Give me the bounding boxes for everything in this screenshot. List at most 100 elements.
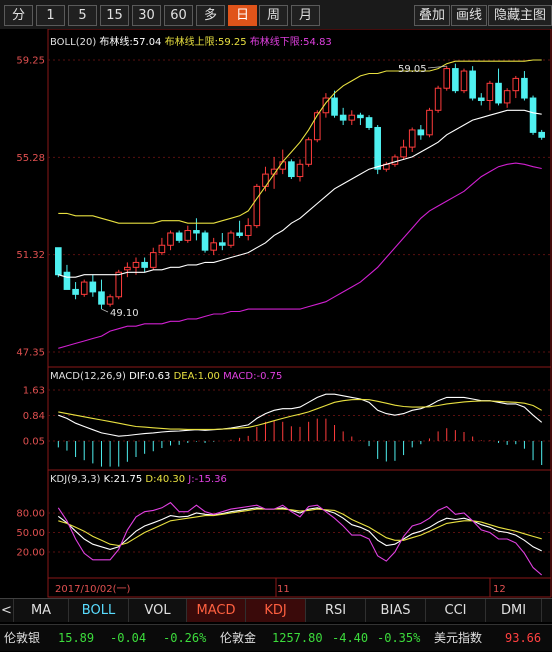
kline-chart[interactable]: 59.25 55.28 51.32 47.35 1.63 0.84 0.05 80.00 50.…	[0, 29, 552, 598]
low-annotation-arrow	[101, 308, 109, 313]
candle-body	[288, 161, 295, 178]
candle-body	[417, 129, 425, 136]
boll-upper-value: 布林线上限:59.25	[164, 37, 247, 48]
kdj-header: KDJ(9,3,3) K:21.75 D:40.30 J:-15.36	[50, 474, 227, 485]
candle-body	[400, 146, 407, 158]
boll-lower-line	[58, 162, 542, 349]
candle-body	[339, 114, 347, 121]
candle-body	[426, 109, 433, 136]
quote-ticker: 伦敦银 15.89 -0.04 -0.26% 伦敦金 1257.80 -4.40…	[0, 624, 552, 651]
boll-mid-value: 布林线:57.04	[99, 37, 162, 48]
kdj-name: KDJ(9,3,3)	[50, 474, 101, 485]
kdj-axis-label: 20.00	[16, 548, 45, 559]
candle-body	[357, 114, 364, 119]
candle-body	[89, 281, 97, 293]
ticker-gold-percent: -0.35%	[377, 631, 421, 645]
tab-cci[interactable]: CCI	[426, 599, 486, 622]
candle-body	[141, 261, 148, 268]
price-axis-label: 59.25	[16, 56, 45, 67]
kdj-d-line	[58, 508, 542, 547]
ticker-silver-change: -0.04	[110, 631, 147, 645]
macd-axis-label: 0.05	[23, 437, 45, 448]
kdj-j-value: J:-15.36	[188, 474, 227, 485]
candle-body	[408, 129, 416, 148]
candle-body	[98, 291, 105, 305]
candle-body	[322, 97, 330, 114]
ticker-silver-price: 15.89	[58, 631, 95, 645]
period-button-day[interactable]: 日	[228, 5, 257, 26]
macd-dea-value: DEA:1.00	[173, 371, 220, 382]
macd-name: MACD(12,26,9)	[50, 371, 126, 382]
ticker-gold-price: 1257.80	[272, 631, 323, 645]
macd-axis-label: 0.84	[23, 411, 45, 422]
period-button-30min[interactable]: 30	[132, 5, 161, 26]
kdj-d-value: D:40.30	[145, 474, 186, 485]
candle-body	[219, 242, 226, 246]
candle-body	[184, 230, 192, 241]
tab-kdj[interactable]: KDJ	[246, 599, 306, 622]
tabs-scroll-left-button[interactable]: <	[0, 599, 14, 622]
ticker-gold-change: -4.40	[332, 631, 369, 645]
ticker-silver-name[interactable]: 伦敦银	[4, 631, 41, 645]
candle-body	[486, 82, 494, 101]
candle-body	[391, 156, 399, 165]
kdj-j-line	[57, 501, 543, 576]
high-annotation-arrow	[427, 65, 447, 69]
hide-main-chart-button[interactable]: 隐藏主图	[488, 5, 552, 26]
ticker-usd-index-price: 93.66	[505, 631, 542, 645]
indicator-tabs: < MA BOLL VOL MACD KDJ RSI BIAS CCI DMI	[0, 598, 552, 622]
tab-bias[interactable]: BIAS	[366, 599, 426, 622]
low-price-annotation: 49.10	[110, 308, 139, 319]
date-axis-start: 2017/10/02(一)	[55, 584, 131, 595]
date-axis-dec: 12	[493, 584, 506, 595]
period-button-5min[interactable]: 5	[68, 5, 97, 26]
boll-upper-line	[58, 59, 542, 224]
kdj-axis-label: 80.00	[16, 509, 45, 520]
candle-body	[124, 266, 131, 271]
macd-dif-line	[58, 393, 543, 437]
boll-mid-line	[58, 109, 542, 278]
candle-body	[452, 68, 459, 92]
overlay-button[interactable]: 叠加	[414, 5, 450, 26]
period-button-minute[interactable]: 分	[4, 5, 33, 26]
tab-boll[interactable]: BOLL	[69, 599, 129, 622]
draw-line-button[interactable]: 画线	[451, 5, 487, 26]
date-axis-nov: 11	[277, 584, 290, 595]
period-button-multi[interactable]: 多	[196, 5, 225, 26]
period-button-60min[interactable]: 60	[164, 5, 193, 26]
candle-body	[521, 77, 528, 99]
candle-body	[512, 77, 520, 92]
tab-rsi[interactable]: RSI	[306, 599, 366, 622]
period-button-1min[interactable]: 1	[36, 5, 65, 26]
candle-body	[529, 97, 537, 133]
candle-body	[253, 185, 261, 227]
tab-ma[interactable]: MA	[14, 599, 69, 622]
period-button-15min[interactable]: 15	[100, 5, 129, 26]
candle-body	[106, 296, 114, 305]
ticker-gold-name[interactable]: 伦敦金	[220, 631, 257, 645]
period-button-month[interactable]: 月	[291, 5, 320, 26]
tab-vol[interactable]: VOL	[129, 599, 187, 622]
tab-dmi[interactable]: DMI	[486, 599, 542, 622]
tab-macd[interactable]: MACD	[187, 599, 246, 622]
period-button-week[interactable]: 周	[259, 5, 288, 26]
candle-body	[331, 97, 338, 116]
candle-body	[460, 70, 468, 92]
ticker-usd-index-name[interactable]: 美元指数	[434, 631, 483, 645]
kdj-axis-label: 50.00	[16, 528, 45, 539]
macd-header: MACD(12,26,9) DIF:0.63 DEA:1.00 MACD:-0.…	[50, 371, 282, 382]
candle-body	[210, 242, 217, 251]
candle-body	[175, 232, 183, 241]
candle-body	[469, 70, 476, 99]
candle-body	[55, 247, 62, 276]
price-axis-label: 51.32	[16, 250, 45, 261]
candle-body	[167, 232, 174, 246]
period-toolbar: 分 1 5 15 30 60 多日周月 叠加 画线 隐藏主图	[0, 0, 552, 29]
high-price-annotation: 59.05	[398, 64, 427, 75]
kdj-k-value: K:21.75	[103, 474, 143, 485]
candle-body	[443, 68, 451, 89]
candle-body	[158, 244, 166, 254]
candle-body	[132, 261, 140, 268]
candle-body	[149, 252, 157, 268]
price-axis-label: 47.35	[16, 348, 45, 359]
